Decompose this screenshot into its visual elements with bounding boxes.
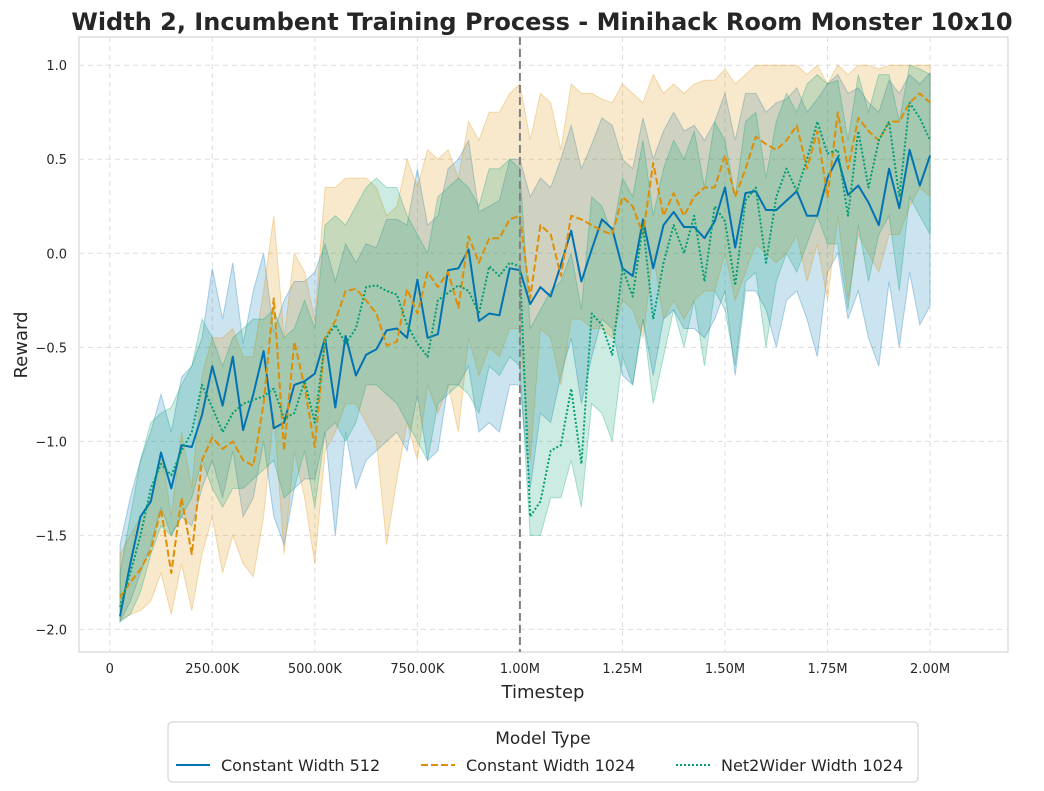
- x-tick-label: 250.00K: [185, 662, 239, 677]
- legend-title: Model Type: [495, 729, 591, 749]
- x-tick-label: 2.00M: [910, 662, 950, 677]
- y-tick-label: 0.5: [46, 153, 67, 168]
- y-tick-label: −0.5: [35, 341, 67, 356]
- y-tick-label: −1.0: [35, 435, 67, 450]
- y-tick-label: 1.0: [46, 59, 67, 74]
- x-tick-label: 1.00M: [500, 662, 540, 677]
- y-tick-label: −1.5: [35, 529, 67, 544]
- series-lines: [119, 92, 932, 617]
- series-line-0: [119, 148, 932, 617]
- y-axis-label: Reward: [11, 311, 32, 378]
- chart-title: Width 2, Incumbent Training Process - Mi…: [71, 8, 1012, 36]
- x-axis-label: Timestep: [501, 682, 585, 703]
- legend-box: [167, 721, 919, 783]
- legend-label-constant-1024: Constant Width 1024: [466, 756, 635, 775]
- confidence-band-0: [119, 71, 931, 623]
- y-tick-label: 0.0: [46, 247, 67, 262]
- x-tick-label: 750.00K: [390, 662, 444, 677]
- legend-label-net2wider-1024: Net2Wider Width 1024: [721, 756, 903, 775]
- series-line-1: [119, 92, 931, 599]
- y-tick-label: −2.0: [35, 623, 67, 638]
- x-tick-label: 1.75M: [807, 662, 847, 677]
- grid: [79, 37, 1008, 652]
- x-tick-label: 1.25M: [602, 662, 642, 677]
- x-tick-label: 500.00K: [288, 662, 342, 677]
- x-tick-label: 1.50M: [705, 662, 745, 677]
- legend-label-constant-512: Constant Width 512: [221, 756, 380, 775]
- series-line-2: [119, 101, 932, 608]
- x-tick-label: 0: [106, 662, 114, 677]
- legend: Model Type Constant Width 512 Constant W…: [167, 721, 919, 783]
- tick-labels: 0 250.00K 500.00K 750.00K 1.00M 1.25M 1.50M 1.7…: [35, 59, 950, 677]
